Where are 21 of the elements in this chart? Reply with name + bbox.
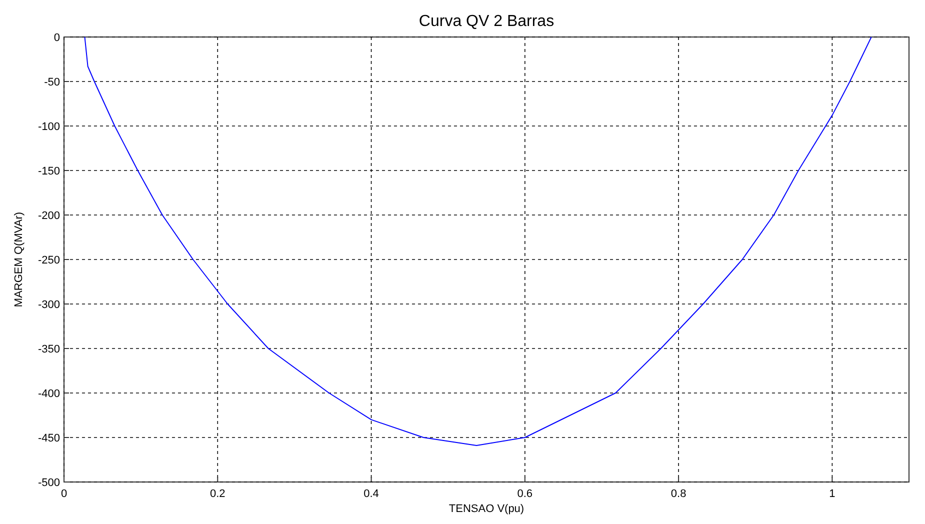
y-tick-label: -500 — [38, 477, 60, 489]
chart-title: Curva QV 2 Barras — [418, 13, 554, 30]
y-tick-label: -250 — [38, 254, 60, 266]
x-tick-label: 0.4 — [364, 488, 379, 500]
y-tick-label: 0 — [54, 32, 60, 44]
x-tick-label: 0.8 — [670, 488, 686, 500]
y-tick-label: -400 — [38, 388, 60, 400]
y-tick-label: -200 — [38, 210, 60, 222]
x-axis-title: TENSAO V(pu) — [448, 503, 524, 515]
x-tick-label: 0.6 — [517, 488, 533, 500]
line-series — [84, 36, 872, 446]
y-tick-label: -100 — [38, 121, 60, 133]
x-tick-label: 0.2 — [210, 488, 226, 500]
y-tick-label: -300 — [38, 299, 60, 311]
y-axis-title: MARGEM Q(MVAr) — [13, 212, 25, 308]
y-tick-label: -450 — [38, 432, 60, 444]
y-tick-label: -50 — [44, 76, 60, 88]
y-tick-label: -350 — [38, 344, 60, 356]
x-tick-label: 1 — [829, 488, 836, 500]
x-tick-label: 0 — [60, 488, 68, 500]
y-tick-label: -150 — [38, 166, 60, 178]
